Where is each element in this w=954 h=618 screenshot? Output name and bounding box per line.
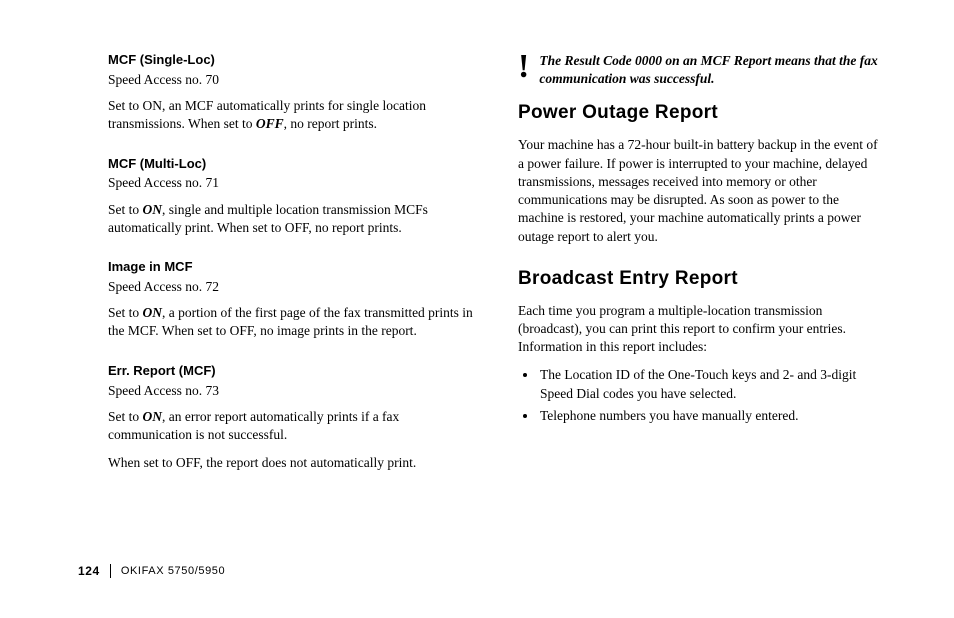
section-mcf-multi-loc: MCF (Multi-Loc) Speed Access no. 71 Set … — [108, 156, 474, 238]
body-broadcast-intro: Each time you program a multiple-locatio… — [518, 302, 884, 357]
broadcast-bullet-list: The Location ID of the One-Touch keys an… — [518, 366, 884, 425]
body-image-in-mcf: Set to ON, a portion of the first page o… — [108, 304, 474, 340]
list-item: Telephone numbers you have manually ente… — [538, 407, 884, 425]
body-mcf-single-loc: Set to ON, an MCF automatically prints f… — [108, 97, 474, 133]
page-number: 124 — [78, 564, 111, 578]
body-mcf-multi-loc: Set to ON, single and multiple location … — [108, 201, 474, 237]
section-image-in-mcf: Image in MCF Speed Access no. 72 Set to … — [108, 259, 474, 341]
heading-broadcast-entry-report: Broadcast Entry Report — [518, 268, 884, 290]
body-power-outage: Your machine has a 72-hour built-in batt… — [518, 136, 884, 245]
heading-power-outage-report: Power Outage Report — [518, 102, 884, 124]
heading-mcf-multi-loc: MCF (Multi-Loc) — [108, 156, 474, 173]
note-callout: ! The Result Code 0000 on an MCF Report … — [518, 52, 884, 88]
access-image-in-mcf: Speed Access no. 72 — [108, 278, 474, 296]
footer-model: OKIFAX 5750/5950 — [121, 565, 225, 577]
right-column: ! The Result Code 0000 on an MCF Report … — [518, 52, 884, 494]
page-content: MCF (Single-Loc) Speed Access no. 70 Set… — [0, 0, 954, 494]
section-mcf-single-loc: MCF (Single-Loc) Speed Access no. 70 Set… — [108, 52, 474, 134]
body-part-a: Set to — [108, 409, 143, 424]
access-err-report-mcf: Speed Access no. 73 — [108, 382, 474, 400]
section-err-report-mcf: Err. Report (MCF) Speed Access no. 73 Se… — [108, 363, 474, 473]
access-mcf-single-loc: Speed Access no. 70 — [108, 71, 474, 89]
left-column: MCF (Single-Loc) Speed Access no. 70 Set… — [108, 52, 474, 494]
body-emphasis: OFF — [256, 116, 284, 131]
body-part-b: , no report prints. — [284, 116, 377, 131]
access-mcf-multi-loc: Speed Access no. 71 — [108, 174, 474, 192]
body-emphasis: ON — [143, 409, 163, 424]
exclamation-icon: ! — [518, 52, 529, 81]
body-part-a: Set to — [108, 305, 143, 320]
body-err-report-1: Set to ON, an error report automatically… — [108, 408, 474, 444]
heading-image-in-mcf: Image in MCF — [108, 259, 474, 276]
heading-err-report-mcf: Err. Report (MCF) — [108, 363, 474, 380]
heading-mcf-single-loc: MCF (Single-Loc) — [108, 52, 474, 69]
body-err-report-2: When set to OFF, the report does not aut… — [108, 454, 474, 472]
page-footer: 124 OKIFAX 5750/5950 — [78, 564, 225, 578]
body-part-b: , a portion of the first page of the fax… — [108, 305, 473, 338]
body-emphasis: ON — [143, 305, 163, 320]
body-part-a: Set to — [108, 202, 143, 217]
body-emphasis: ON — [143, 202, 163, 217]
list-item: The Location ID of the One-Touch keys an… — [538, 366, 884, 402]
note-text: The Result Code 0000 on an MCF Report me… — [539, 52, 884, 88]
